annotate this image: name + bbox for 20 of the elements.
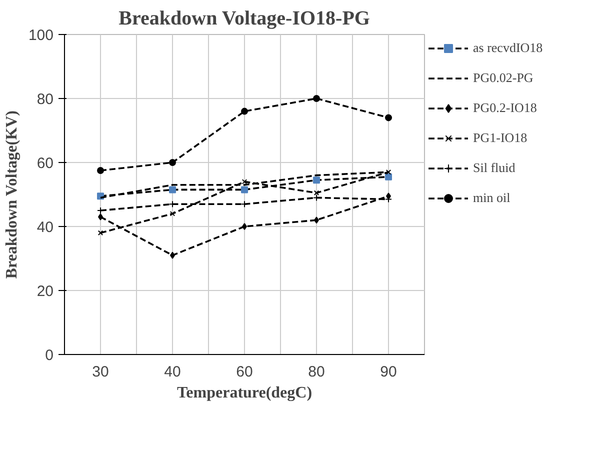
y-tick-label: 100 <box>28 27 54 44</box>
x-axis-title: Temperature(degC) <box>176 384 312 402</box>
legend-label: PG1-IO18 <box>473 130 528 146</box>
legend-label: as recvdIO18 <box>473 40 543 56</box>
chart-title: Breakdown Voltage-IO18-PG <box>118 8 370 30</box>
x-tick-label: 90 <box>380 364 397 380</box>
legend-label: Sil fluid <box>473 160 516 176</box>
legend-label: PG0.2-IO18 <box>473 100 537 116</box>
x-tick-label: 60 <box>236 364 253 380</box>
x-tick-label: 40 <box>164 364 181 380</box>
y-tick-label: 60 <box>36 155 54 172</box>
y-tick-label: 40 <box>36 219 54 236</box>
y-axis-title: Breakdown Voltage(KV) <box>3 110 20 279</box>
legend-label: PG0.02-PG <box>473 70 534 86</box>
x-tick-label: 80 <box>308 364 325 380</box>
legend-label: min oil <box>473 190 510 206</box>
x-tick-label: 30 <box>92 364 109 380</box>
y-tick-label: 0 <box>45 347 54 364</box>
y-tick-label: 20 <box>36 283 54 300</box>
y-tick-label: 80 <box>36 91 54 108</box>
